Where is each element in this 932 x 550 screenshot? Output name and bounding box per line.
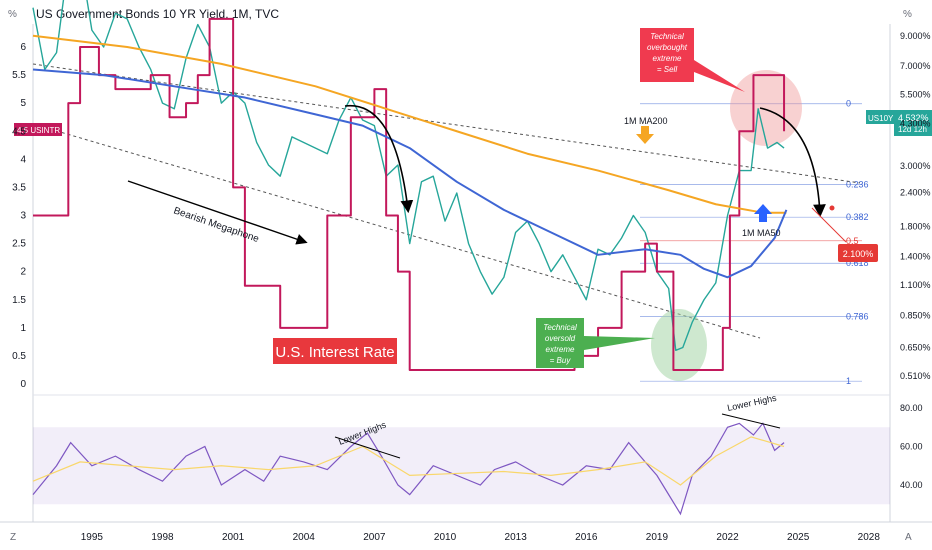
megaphone-upper-line [32, 63, 861, 184]
rsi-tick-label: 80.00 [900, 403, 923, 413]
left-tick-label: 0 [20, 379, 26, 390]
oversold-zone [651, 309, 707, 381]
curve-arrow-2007 [344, 104, 414, 214]
svg-text:4.5 USINTR: 4.5 USINTR [17, 126, 60, 135]
right-tick-label: 4.300% [900, 118, 931, 128]
fib-level-label: 0.618 [846, 258, 869, 268]
oversold-text-3: extreme [546, 345, 575, 354]
overbought-text-2: overbought [647, 43, 688, 52]
rsi-series-rsi-ma [32, 436, 785, 486]
x-tick-label: 2007 [363, 532, 386, 543]
right-tick-label: 7.000% [900, 61, 931, 71]
x-tick-label: 2004 [293, 532, 316, 543]
us10y-tag: US10Y [866, 110, 894, 124]
interest-rate-label: U.S. Interest Rate [275, 344, 394, 361]
ma50-arrow-icon [754, 204, 772, 222]
ma200-arrow-icon [636, 126, 654, 144]
fib-level-label: 0 [846, 99, 851, 109]
right-tick-label: 2.400% [900, 188, 931, 198]
x-tick-label: 1995 [81, 532, 104, 543]
series-us10y [32, 0, 785, 351]
left-axis-unit: % [8, 9, 17, 20]
overbought-text-4: = Sell [657, 65, 677, 74]
x-tick-label: 2001 [222, 532, 245, 543]
oversold-text-2: oversold [545, 334, 576, 343]
fib-level-label: 0.786 [846, 312, 869, 322]
oversold-text-1: Technical [543, 323, 577, 332]
ma50-label: 1M MA50 [742, 228, 781, 238]
x-tick-label: 2010 [434, 532, 457, 543]
usintr-tag: 4.5 USINTR [14, 123, 62, 136]
x-tick-label: 2013 [505, 532, 528, 543]
overbought-zone [730, 70, 802, 146]
overbought-text-3: extreme [653, 54, 682, 63]
x-tick-label: 2028 [858, 532, 881, 543]
fib-level-label: 0.382 [846, 212, 869, 222]
left-tick-label: 4.5 [12, 126, 26, 137]
left-tick-label: 3.5 [12, 182, 26, 193]
right-tick-label: 0.510% [900, 371, 931, 381]
x-tick-label: 1998 [151, 532, 174, 543]
svg-text:US10Y: US10Y [868, 114, 894, 123]
x-tick-label: 2022 [716, 532, 739, 543]
target-dot [829, 205, 835, 211]
left-tick-label: 6 [20, 42, 26, 53]
rsi-band [33, 427, 890, 505]
left-tick-label: 1 [20, 323, 26, 334]
oversold-callout [536, 318, 655, 368]
chart-title: US Government Bonds 10 YR Yield, 1M, TVC [36, 7, 280, 21]
ma200-label: 1M MA200 [624, 116, 668, 126]
rsi-tick-label: 60.00 [900, 442, 923, 452]
svg-text:4.532%: 4.532% [898, 113, 929, 123]
right-tick-label: 9.000% [900, 31, 931, 41]
oversold-text-4: = Buy [550, 356, 572, 365]
left-tick-label: 5 [20, 98, 26, 109]
rsi-trend-1 [334, 436, 401, 459]
overbought-text-1: Technical [650, 32, 684, 41]
left-tick-label: 2.5 [12, 239, 26, 250]
x-tick-label: 2019 [646, 532, 669, 543]
x-tick-label: 2016 [575, 532, 598, 543]
right-axis-unit: % [903, 9, 912, 20]
left-tick-label: 5.5 [12, 70, 26, 81]
right-tick-label: 0.650% [900, 342, 931, 352]
left-tick-label: 0.5 [12, 351, 26, 362]
right-tick-label: 1.800% [900, 222, 931, 232]
series-1m-ma50 [32, 68, 788, 279]
target-connector [811, 207, 847, 243]
rsi-trend-2 [721, 413, 781, 429]
target-price-tag: 2.100% [838, 244, 878, 262]
zoom-icon[interactable]: Z [10, 532, 17, 543]
rsi-tick-label: 40.00 [900, 480, 923, 490]
right-tick-label: 5.500% [900, 89, 931, 99]
rsi-lower-highs-2: Lower Highs [726, 393, 777, 413]
left-tick-label: 2 [20, 267, 26, 278]
megaphone-lower-line [32, 123, 761, 339]
x-tick-label: 2025 [787, 532, 810, 543]
right-tick-label: 3.000% [900, 161, 931, 171]
overbought-callout [640, 28, 745, 92]
fib-level-label: 0.236 [846, 180, 869, 190]
left-tick-label: 4 [20, 154, 26, 165]
left-tick-label: 1.5 [12, 295, 26, 306]
curve-arrow-2024 [759, 107, 826, 218]
svg-text:2.100%: 2.100% [843, 249, 874, 259]
interest-rate-banner [273, 338, 397, 364]
fib-level-label: 0.5 [846, 236, 859, 246]
right-tick-label: 1.400% [900, 251, 931, 261]
megaphone-arrow [127, 180, 308, 245]
fib-level-label: 1 [846, 376, 851, 386]
left-tick-label: 3 [20, 211, 26, 222]
series-1m-ma200 [32, 34, 787, 214]
us10y-value-tag: 4.532% 12d 12h [894, 110, 932, 136]
series-usintr [33, 17, 786, 371]
auto-scale-button[interactable]: A [905, 532, 912, 543]
right-tick-label: 0.850% [900, 310, 931, 320]
svg-text:12d 12h: 12d 12h [898, 125, 927, 134]
right-tick-label: 1.100% [900, 280, 931, 290]
